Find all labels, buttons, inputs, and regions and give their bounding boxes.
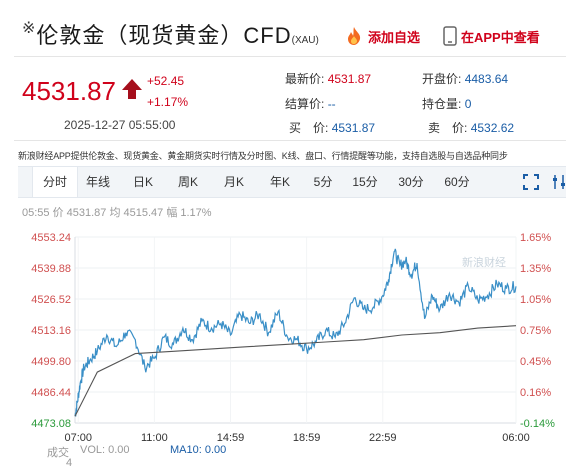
stat-open-value: 4483.64 (464, 72, 509, 86)
x-tick: 06:00 (502, 432, 530, 444)
x-tick: 07:00 (64, 432, 92, 444)
current-price: 4531.87 (22, 76, 116, 106)
y-tick-right: 1.35% (520, 263, 551, 275)
y-tick-left: 4499.80 (31, 356, 71, 368)
x-tick: 22:59 (369, 432, 397, 444)
tab-15min[interactable]: 15分 (352, 175, 378, 189)
y-tick-left: 4486.44 (31, 387, 71, 399)
y-tick-right: -0.14% (520, 418, 555, 430)
average-line (74, 325, 517, 417)
stat-open: 开盘价: 4483.64 (422, 70, 508, 87)
tab-5min[interactable]: 5分 (313, 175, 333, 189)
x-tick: 14:59 (217, 432, 245, 444)
y-axis-labels: 4553.24 1.65% 4539.88 1.35% 4526.52 1.05% 4513… (31, 232, 555, 430)
y-tick-left: 4526.52 (31, 294, 71, 306)
y-tick-left: 4539.88 (31, 263, 71, 275)
stat-settle-label: 结算价: (285, 97, 325, 111)
title-star: ※ (22, 20, 37, 37)
stat-buy-label: 买 价: (289, 121, 329, 135)
volume-title-suffix: 4 (66, 457, 73, 469)
view-in-app-button[interactable]: 在APP中查看 (443, 26, 540, 46)
fire-icon (348, 27, 361, 45)
period-tabs: 分时 年线 日K 周K 月K 年K 5分 15分 30分 60分 (18, 166, 566, 198)
volume-value: VOL: 0.00 (80, 444, 130, 456)
stat-buy-value: 4531.87 (331, 121, 376, 135)
add-watch-button[interactable]: 添加自选 (344, 26, 420, 46)
y-tick-left: 4553.24 (31, 232, 71, 244)
stat-oi-value: 0 (464, 97, 472, 111)
stat-sell-label: 卖 价: (428, 121, 468, 135)
tab-year-line[interactable]: 年线 (85, 175, 110, 189)
tab-weekly-k[interactable]: 周K (177, 175, 198, 189)
y-tick-left: 4513.16 (31, 325, 71, 337)
title-subtitle: (XAU) (291, 35, 319, 46)
y-tick-right: 1.05% (520, 294, 551, 306)
add-watch-label: 添加自选 (368, 29, 421, 45)
up-arrow-icon (122, 79, 142, 99)
stat-open-interest: 持仓量: 0 (422, 95, 471, 112)
stat-latest-value: 4531.87 (327, 72, 372, 86)
stats-divider (14, 140, 566, 141)
phone-icon (443, 26, 457, 46)
y-tick-right: 1.65% (520, 232, 551, 244)
tab-monthly-k[interactable]: 月K (223, 175, 244, 189)
price-change: +52.45 (147, 74, 185, 88)
crosshair-info: 05:55 价 4531.87 均 4515.47 幅 1.17% (22, 207, 212, 219)
header-divider (14, 56, 566, 57)
ma10-value: MA10: 0.00 (170, 444, 227, 456)
price-line (74, 248, 517, 417)
y-tick-right: 0.75% (520, 325, 551, 337)
stat-oi-label: 持仓量: (422, 97, 462, 111)
app-promo-note: 新浪财经APP提供伦敦金、现货黄金、黄金期货实时行情及分时图、K线、盘口、行情提… (18, 151, 508, 161)
chart-watermark: 新浪财经 (462, 255, 506, 269)
stat-latest: 最新价: 4531.87 (285, 70, 371, 87)
x-tick: 18:59 (293, 432, 321, 444)
price-change-percent: +1.17% (147, 95, 189, 109)
title-text: 伦敦金（现货黄金）CFD (36, 23, 292, 48)
page-title: ※伦敦金（现货黄金）CFD(XAU) (22, 18, 319, 50)
x-tick: 11:00 (141, 432, 168, 444)
volume-title: 成交 (47, 447, 69, 459)
y-tick-left: 4473.08 (31, 418, 71, 430)
stat-buy: 买 价: 4531.87 (289, 119, 375, 136)
stat-latest-label: 最新价: (285, 72, 325, 86)
y-tick-right: 0.16% (520, 387, 551, 399)
tab-30min[interactable]: 30分 (398, 175, 424, 189)
tab-yearly-k[interactable]: 年K (269, 175, 290, 189)
tab-daily-k[interactable]: 日K (132, 175, 153, 189)
chart-grid (74, 236, 517, 424)
stat-settle: 结算价: -- (285, 95, 336, 112)
settings-icon[interactable] (552, 173, 566, 191)
fullscreen-icon[interactable] (522, 173, 540, 191)
view-in-app-label: 在APP中查看 (461, 29, 540, 45)
quote-timestamp: 2025-12-27 05:55:00 (64, 118, 176, 132)
stat-open-label: 开盘价: (422, 72, 462, 86)
stat-settle-value: -- (327, 97, 336, 111)
tab-60min[interactable]: 60分 (444, 175, 470, 189)
tab-intraday[interactable]: 分时 (32, 167, 78, 197)
x-axis-labels: 07:00 11:00 14:59 18:59 22:59 06:00 (64, 432, 529, 444)
stat-sell-value: 4532.62 (470, 121, 515, 135)
stat-sell: 卖 价: 4532.62 (428, 119, 514, 136)
y-tick-right: 0.45% (520, 356, 551, 368)
